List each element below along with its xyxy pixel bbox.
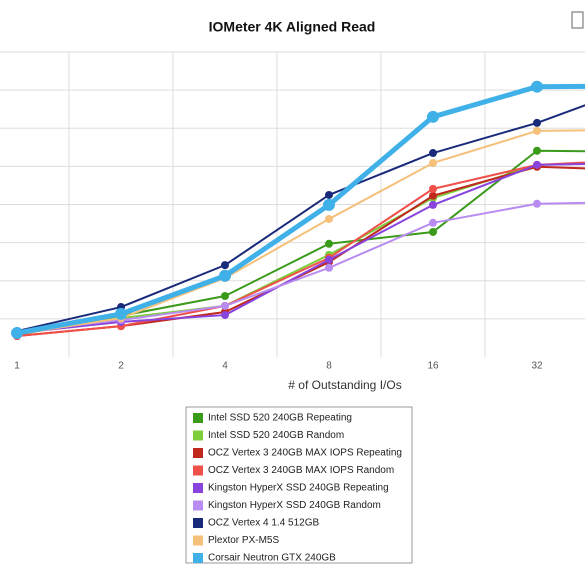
data-point	[325, 214, 333, 223]
data-point	[429, 227, 437, 236]
data-point	[533, 199, 541, 208]
data-point	[221, 292, 229, 300]
legend	[185, 406, 413, 564]
legend-swatch	[193, 483, 203, 493]
data-point	[115, 307, 127, 320]
data-point	[429, 218, 437, 227]
legend-label: Corsair Neutron GTX 240GB	[208, 553, 336, 564]
legend-label: OCZ Vertex 4 1.4 512GB	[208, 518, 319, 529]
x-tick-label: 16	[427, 361, 439, 372]
data-point	[325, 255, 333, 264]
legend-label: Plextor PX-M5S	[208, 535, 279, 546]
data-point	[325, 263, 333, 272]
legend-label: OCZ Vertex 3 240GB MAX IOPS Random	[208, 465, 394, 476]
legend-swatch	[193, 448, 203, 458]
data-point	[11, 326, 23, 339]
data-point	[429, 200, 437, 209]
data-point	[219, 269, 231, 282]
data-point	[325, 190, 333, 199]
data-point	[533, 160, 541, 169]
legend-swatch	[193, 413, 203, 423]
data-point	[533, 146, 541, 155]
data-point	[533, 118, 541, 127]
data-point	[429, 191, 437, 200]
legend-label: Intel SSD 520 240GB Repeating	[208, 413, 352, 424]
data-point	[533, 126, 541, 135]
legend-label: Intel SSD 520 240GB Random	[208, 430, 344, 441]
data-point	[221, 261, 229, 270]
data-point	[429, 158, 437, 167]
legend-swatch	[193, 500, 203, 511]
x-tick-label: 8	[326, 361, 332, 372]
legend-swatch	[193, 535, 203, 546]
data-point	[429, 184, 437, 193]
data-point	[325, 239, 333, 248]
x-tick-label: 1	[14, 361, 20, 372]
x-tick-label: 2	[118, 361, 124, 372]
legend-label: Kingston HyperX SSD 240GB Random	[208, 500, 381, 511]
data-point	[429, 149, 437, 158]
legend-label: Kingston HyperX SSD 240GB Repeating	[208, 483, 389, 494]
legend-swatch	[193, 465, 203, 476]
data-point	[221, 301, 229, 310]
x-tick-label: 4	[222, 361, 228, 372]
data-point	[427, 110, 439, 123]
x-tick-label: 32	[531, 361, 543, 372]
chart-title: IOMeter 4K Aligned Read	[209, 19, 376, 35]
legend-label: OCZ Vertex 3 240GB MAX IOPS Repeating	[208, 448, 402, 459]
print-icon	[571, 11, 584, 29]
legend-swatch	[193, 553, 203, 563]
x-axis-title: # of Outstanding I/Os	[288, 378, 401, 392]
legend-swatch	[193, 518, 203, 528]
data-point	[221, 311, 229, 320]
data-point	[531, 80, 543, 93]
data-point	[323, 198, 335, 211]
legend-swatch	[193, 430, 203, 441]
